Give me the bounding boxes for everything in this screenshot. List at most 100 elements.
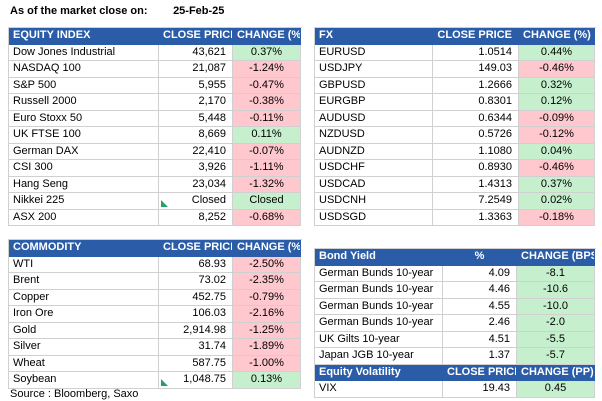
instrument-name-cell[interactable]: German Bunds 10-year: [315, 298, 443, 315]
close-price-cell[interactable]: 5,448: [159, 110, 233, 127]
instrument-name-cell[interactable]: Nikkei 225: [9, 193, 159, 210]
instrument-name-cell[interactable]: USDCAD: [315, 176, 433, 193]
instrument-name-cell[interactable]: USDSGD: [315, 209, 433, 226]
change-cell[interactable]: 0.45: [517, 381, 595, 398]
close-price-cell[interactable]: 8,669: [159, 127, 233, 144]
instrument-name-cell[interactable]: German Bunds 10-year: [315, 315, 443, 332]
change-cell[interactable]: 0.04%: [519, 143, 595, 160]
instrument-name-cell[interactable]: Brent: [9, 273, 159, 290]
instrument-name-cell[interactable]: USDJPY: [315, 61, 433, 78]
column-header-close-price[interactable]: CLOSE PRICE: [159, 28, 233, 45]
change-cell[interactable]: -0.09%: [519, 110, 595, 127]
change-cell[interactable]: -0.79%: [233, 289, 301, 306]
column-header-close-price[interactable]: CLOSE PRICE: [443, 364, 517, 381]
change-cell[interactable]: 0.32%: [519, 77, 595, 94]
instrument-name-cell[interactable]: Euro Stoxx 50: [9, 110, 159, 127]
instrument-name-cell[interactable]: S&P 500: [9, 77, 159, 94]
change-cell[interactable]: 0.02%: [519, 193, 595, 210]
instrument-name-cell[interactable]: EURUSD: [315, 44, 433, 61]
close-price-cell[interactable]: 22,410: [159, 143, 233, 160]
change-cell[interactable]: -2.35%: [233, 273, 301, 290]
instrument-name-cell[interactable]: Wheat: [9, 355, 159, 372]
change-cell[interactable]: -10.6: [517, 282, 595, 299]
close-price-cell[interactable]: 19.43: [443, 381, 517, 398]
change-cell[interactable]: -2.16%: [233, 306, 301, 323]
change-cell[interactable]: -0.68%: [233, 209, 301, 226]
close-price-cell[interactable]: 68.93: [159, 256, 233, 273]
instrument-name-cell[interactable]: NASDAQ 100: [9, 61, 159, 78]
instrument-name-cell[interactable]: UK Gilts 10-year: [315, 331, 443, 348]
close-price-cell[interactable]: 31.74: [159, 339, 233, 356]
instrument-name-cell[interactable]: NZDUSD: [315, 127, 433, 144]
column-header-change-pp[interactable]: CHANGE (PP): [517, 364, 595, 381]
close-price-cell[interactable]: 106.03: [159, 306, 233, 323]
change-cell[interactable]: -10.0: [517, 298, 595, 315]
change-cell[interactable]: -8.1: [517, 265, 595, 282]
instrument-name-cell[interactable]: Soybean: [9, 372, 159, 389]
change-cell[interactable]: -1.32%: [233, 176, 301, 193]
yield-cell[interactable]: 2.46: [443, 315, 517, 332]
change-cell[interactable]: -2.0: [517, 315, 595, 332]
change-cell[interactable]: 0.12%: [519, 94, 595, 111]
close-price-cell[interactable]: 1.1080: [433, 143, 519, 160]
instrument-name-cell[interactable]: Silver: [9, 339, 159, 356]
close-price-cell[interactable]: 0.6344: [433, 110, 519, 127]
change-cell[interactable]: -1.25%: [233, 322, 301, 339]
instrument-name-cell[interactable]: Hang Seng: [9, 176, 159, 193]
change-cell[interactable]: -1.24%: [233, 61, 301, 78]
close-price-cell[interactable]: Closed: [159, 193, 233, 210]
change-cell[interactable]: -1.89%: [233, 339, 301, 356]
close-price-cell[interactable]: 3,926: [159, 160, 233, 177]
instrument-name-cell[interactable]: ASX 200: [9, 209, 159, 226]
change-cell[interactable]: -5.7: [517, 348, 595, 365]
instrument-name-cell[interactable]: AUDUSD: [315, 110, 433, 127]
change-cell[interactable]: -1.00%: [233, 355, 301, 372]
instrument-name-cell[interactable]: WTI: [9, 256, 159, 273]
close-price-cell[interactable]: 1.0514: [433, 44, 519, 61]
column-header-change-pct[interactable]: CHANGE (%): [519, 28, 595, 45]
close-price-cell[interactable]: 23,034: [159, 176, 233, 193]
change-cell[interactable]: -0.46%: [519, 61, 595, 78]
close-price-cell[interactable]: 2,170: [159, 94, 233, 111]
instrument-name-cell[interactable]: German Bunds 10-year: [315, 282, 443, 299]
instrument-name-cell[interactable]: GBPUSD: [315, 77, 433, 94]
instrument-name-cell[interactable]: Iron Ore: [9, 306, 159, 323]
change-cell[interactable]: -0.18%: [519, 209, 595, 226]
instrument-name-cell[interactable]: Gold: [9, 322, 159, 339]
close-price-cell[interactable]: 149.03: [433, 61, 519, 78]
column-header-equity-index[interactable]: EQUITY INDEX: [9, 28, 159, 45]
instrument-name-cell[interactable]: Copper: [9, 289, 159, 306]
change-cell[interactable]: -0.11%: [233, 110, 301, 127]
change-cell[interactable]: -0.38%: [233, 94, 301, 111]
column-header-change-pct[interactable]: CHANGE (%): [233, 28, 301, 45]
column-header-fx[interactable]: FX: [315, 28, 433, 45]
close-price-cell[interactable]: 43,621: [159, 44, 233, 61]
column-header-change-bps[interactable]: CHANGE (BPS): [517, 249, 595, 266]
close-price-cell[interactable]: 1,048.75: [159, 372, 233, 389]
column-header-commodity[interactable]: COMMODITY: [9, 240, 159, 257]
change-cell[interactable]: Closed: [233, 193, 301, 210]
column-header-change-pct[interactable]: CHANGE (%): [233, 240, 301, 257]
change-cell[interactable]: -0.07%: [233, 143, 301, 160]
change-cell[interactable]: -1.11%: [233, 160, 301, 177]
instrument-name-cell[interactable]: UK FTSE 100: [9, 127, 159, 144]
close-price-cell[interactable]: 21,087: [159, 61, 233, 78]
instrument-name-cell[interactable]: USDCNH: [315, 193, 433, 210]
instrument-name-cell[interactable]: German Bunds 10-year: [315, 265, 443, 282]
instrument-name-cell[interactable]: Russell 2000: [9, 94, 159, 111]
instrument-name-cell[interactable]: Dow Jones Industrial: [9, 44, 159, 61]
instrument-name-cell[interactable]: Japan JGB 10-year: [315, 348, 443, 365]
column-header-close-price[interactable]: CLOSE PRICE: [433, 28, 519, 45]
yield-cell[interactable]: 4.46: [443, 282, 517, 299]
instrument-name-cell[interactable]: German DAX: [9, 143, 159, 160]
close-price-cell[interactable]: 0.5726: [433, 127, 519, 144]
close-price-cell[interactable]: 2,914.98: [159, 322, 233, 339]
close-price-cell[interactable]: 7.2549: [433, 193, 519, 210]
change-cell[interactable]: -5.5: [517, 331, 595, 348]
column-header-percent[interactable]: %: [443, 249, 517, 266]
close-price-cell[interactable]: 587.75: [159, 355, 233, 372]
close-price-cell[interactable]: 0.8930: [433, 160, 519, 177]
close-price-cell[interactable]: 5,955: [159, 77, 233, 94]
instrument-name-cell[interactable]: USDCHF: [315, 160, 433, 177]
close-price-cell[interactable]: 452.75: [159, 289, 233, 306]
